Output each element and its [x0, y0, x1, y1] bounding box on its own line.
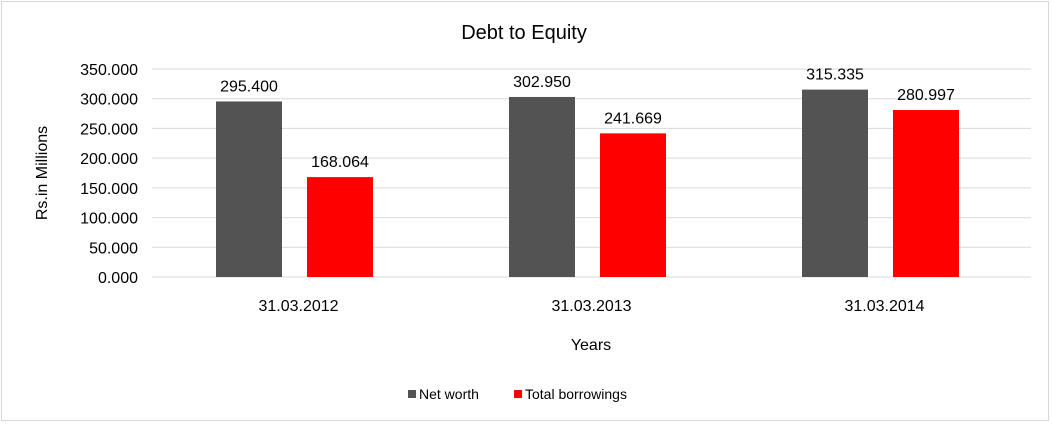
data-label: 241.669 — [604, 110, 662, 127]
bar-total-borrowings — [893, 110, 959, 277]
y-tick-label: 150.000 — [80, 181, 138, 198]
x-tick-label: 31.03.2014 — [844, 298, 924, 315]
data-label: 315.335 — [806, 67, 864, 84]
bars: 295.400 168.064 302.950 241.669 315.335 280.9… — [216, 67, 959, 277]
bar-total-borrowings — [307, 177, 373, 277]
bar-chart: Debt to Equity 0.000 50.000 100.000 150.000… — [34, 22, 1031, 402]
y-tick-label: 0.000 — [98, 270, 138, 287]
bar-net-worth — [802, 89, 868, 277]
chart-frame: Debt to Equity 0.000 50.000 100.000 150.000… — [1, 1, 1049, 421]
legend-label: Total borrowings — [525, 386, 627, 402]
bar-net-worth — [509, 96, 575, 277]
y-tick-labels: 0.000 50.000 100.000 150.000 200.000 250.000 3… — [80, 62, 138, 287]
x-axis-label: Years — [571, 337, 611, 354]
y-tick-label: 50.000 — [89, 240, 138, 257]
bar-net-worth — [216, 101, 282, 277]
legend-label: Net worth — [419, 386, 479, 402]
y-tick-label: 100.000 — [80, 211, 138, 228]
gridlines — [152, 68, 1031, 278]
y-tick-label: 350.000 — [80, 62, 138, 79]
data-label: 168.064 — [311, 154, 369, 171]
legend-item-net-worth: Net worth — [408, 386, 479, 402]
data-label: 295.400 — [220, 78, 278, 95]
bar-total-borrowings — [600, 133, 666, 277]
legend-swatch — [514, 390, 522, 398]
legend: Net worth Total borrowings — [408, 386, 627, 402]
x-tick-label: 31.03.2012 — [258, 298, 338, 315]
y-tick-label: 200.000 — [80, 151, 138, 168]
data-label: 302.950 — [513, 74, 571, 91]
chart-title: Debt to Equity — [461, 22, 587, 44]
x-tick-labels: 31.03.2012 31.03.2013 31.03.2014 — [258, 298, 924, 315]
y-tick-label: 250.000 — [80, 121, 138, 138]
y-tick-label: 300.000 — [80, 92, 138, 109]
legend-swatch — [408, 390, 416, 398]
data-label: 280.997 — [897, 87, 955, 104]
legend-item-total-borrowings: Total borrowings — [514, 386, 627, 402]
x-tick-label: 31.03.2013 — [551, 298, 631, 315]
y-axis-label: Rs.in Millions — [34, 126, 51, 220]
